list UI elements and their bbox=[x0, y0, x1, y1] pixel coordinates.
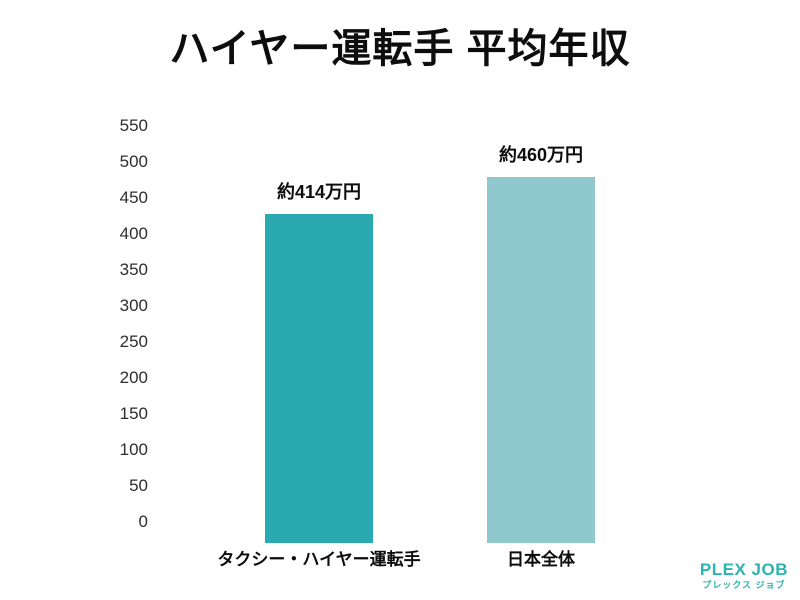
y-tick-label: 550 bbox=[119, 116, 148, 135]
bar-value-label: 約460万円 bbox=[498, 145, 584, 165]
bar-1 bbox=[265, 214, 373, 543]
x-category-label: タクシー・ハイヤー運転手 bbox=[217, 550, 421, 569]
y-tick-label: 400 bbox=[119, 224, 148, 243]
y-tick-label: 350 bbox=[119, 260, 148, 279]
y-tick-label: 200 bbox=[119, 368, 148, 387]
chart-title: ハイヤー運転手 平均年収 bbox=[169, 27, 631, 71]
plexjob-logo-text: PLEX JOB bbox=[699, 560, 788, 579]
bar-2 bbox=[487, 177, 595, 543]
y-tick-label: 0 bbox=[138, 512, 148, 531]
y-tick-label: 500 bbox=[119, 152, 148, 171]
y-tick-label: 450 bbox=[119, 188, 148, 207]
plexjob-logo-subtitle: プレックス ジョブ bbox=[702, 580, 786, 590]
y-tick-label: 300 bbox=[119, 296, 148, 315]
x-category-label: 日本全体 bbox=[507, 550, 575, 569]
plexjob-logo: PLEX JOB プレックス ジョブ bbox=[700, 561, 788, 590]
bar-value-label: 約414万円 bbox=[276, 182, 362, 202]
y-tick-label: 100 bbox=[119, 440, 148, 459]
y-tick-label: 150 bbox=[119, 404, 148, 423]
y-tick-label: 50 bbox=[129, 476, 148, 495]
y-tick-label: 250 bbox=[119, 332, 148, 351]
